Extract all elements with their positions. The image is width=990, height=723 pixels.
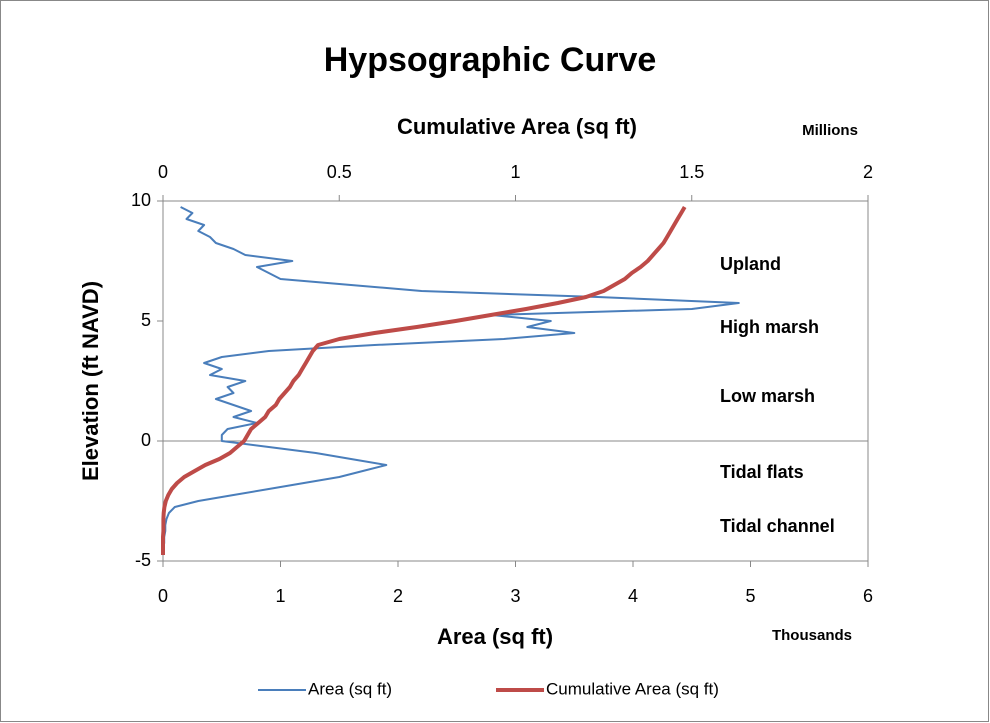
x-tick-label: 5	[745, 586, 755, 606]
x-tick-label: 0	[158, 586, 168, 606]
x-unit: Thousands	[772, 627, 852, 644]
annotation: Upland	[720, 254, 781, 274]
x-axis-title: Area (sq ft)	[437, 624, 553, 649]
x2-tick-label: 1	[510, 162, 520, 182]
x2-unit: Millions	[802, 122, 858, 139]
data-line	[162, 206, 740, 555]
legend-label: Cumulative Area (sq ft)	[546, 679, 719, 698]
y-tick-label: -5	[135, 550, 151, 570]
x-tick-label: 6	[863, 586, 873, 606]
annotation: Tidal channel	[720, 516, 835, 536]
x2-tick-label: 0	[158, 162, 168, 182]
data-line	[161, 205, 687, 555]
annotation: High marsh	[720, 317, 819, 337]
annotation: Low marsh	[720, 386, 815, 406]
y-axis-title: Elevation (ft NAVD)	[78, 281, 103, 481]
y-tick-label: 0	[141, 430, 151, 450]
y-tick-label: 5	[141, 310, 151, 330]
x2-tick-label: 2	[863, 162, 873, 182]
x2-tick-label: 1.5	[679, 162, 704, 182]
legend-label: Area (sq ft)	[308, 679, 392, 698]
x-tick-label: 1	[275, 586, 285, 606]
x2-axis-title: Cumulative Area (sq ft)	[397, 114, 637, 139]
y-tick-label: 10	[131, 190, 151, 210]
chart-title: Hypsographic Curve	[324, 41, 657, 79]
annotation: Tidal flats	[720, 462, 804, 482]
x-tick-label: 2	[393, 586, 403, 606]
x2-tick-label: 0.5	[327, 162, 352, 182]
x-tick-label: 4	[628, 586, 638, 606]
x-tick-label: 3	[510, 586, 520, 606]
